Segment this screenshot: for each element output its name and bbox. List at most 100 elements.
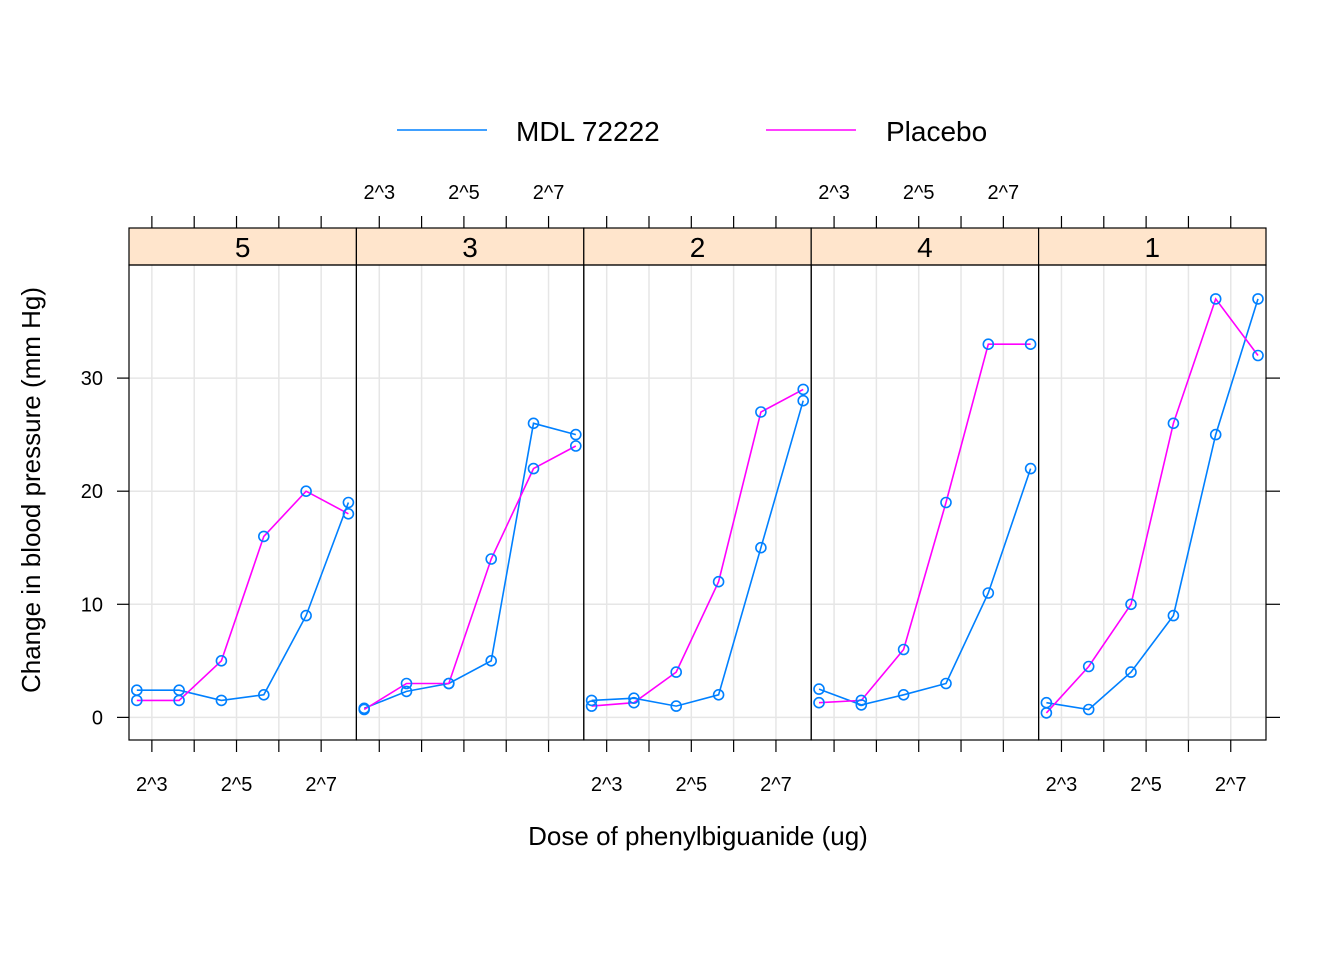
panel-frame-5 [128, 264, 357, 741]
data-point-mdl-72222 [813, 683, 825, 695]
data-point-placebo [712, 575, 725, 588]
series-line-placebo-panel-4 [818, 343, 1031, 704]
y-tick-label: 0 [92, 707, 103, 729]
series-line-placebo-panel-1 [1045, 297, 1259, 714]
axis-layer: 2^3 2^5 2^7 2^3 2^5 2^7 2^3 2^5 2^7 2^3 2^5 2^7 2^3 2… [81, 182, 1280, 796]
strip-label-4: 4 [917, 232, 933, 263]
x-tick-label: 2^3 [818, 182, 850, 204]
data-point-placebo [813, 696, 825, 709]
data-point-mdl-72222 [342, 496, 355, 509]
data-point-placebo [940, 496, 952, 509]
data-point-placebo [1209, 293, 1222, 305]
data-point-placebo [527, 462, 540, 475]
data-point-placebo [585, 700, 598, 712]
x-tick-label: 2^3 [363, 182, 395, 204]
data-point-placebo [755, 406, 767, 418]
data-point-mdl-72222 [940, 677, 952, 690]
x-tick-label: 2^3 [136, 774, 168, 796]
data-point-placebo [569, 440, 582, 452]
x-axis-title: Dose of phenylbiguanide (ug) [528, 821, 868, 851]
frame-layer: 5 3 2 4 1 [128, 227, 1267, 741]
series-line-mdl-72222-panel-4 [818, 468, 1032, 706]
x-tick-label: 2^3 [591, 774, 623, 796]
x-tick-label: 2^5 [448, 182, 480, 204]
data-point-placebo [215, 654, 228, 667]
strip-1 [1037, 227, 1267, 266]
legend-label-mdl-72222: MDL 72222 [516, 116, 660, 147]
data-point-placebo [342, 507, 355, 520]
data-point-placebo [358, 703, 371, 716]
legend: MDL 72222 Placebo [397, 116, 987, 147]
data-point-placebo [131, 694, 143, 707]
data-point-placebo [1252, 349, 1264, 362]
strip-3 [355, 227, 585, 266]
y-tick-label: 30 [81, 368, 103, 390]
data-point-mdl-72222 [585, 694, 598, 707]
data-point-mdl-72222 [300, 609, 312, 622]
x-tick-label: 2^5 [903, 182, 935, 204]
data-point-mdl-72222 [897, 688, 910, 701]
x-tick-label: 2^5 [221, 774, 253, 796]
series-line-mdl-72222-panel-5 [136, 502, 350, 702]
strip-label-3: 3 [462, 232, 478, 263]
y-axis-title: Change in blood pressure (mm Hg) [16, 287, 46, 693]
data-point-placebo [173, 694, 185, 707]
strip-4 [810, 227, 1040, 266]
series-line-mdl-72222-panel-3 [363, 422, 577, 710]
grid-layer [129, 265, 1266, 740]
data-point-mdl-72222 [1252, 293, 1264, 305]
data-point-mdl-72222 [257, 688, 270, 701]
x-tick-label: 2^7 [760, 774, 792, 796]
data-point-placebo [1125, 598, 1137, 611]
data-point-placebo [1040, 707, 1053, 719]
data-point-mdl-72222 [1082, 703, 1095, 716]
strip-2 [583, 227, 812, 266]
data-point-mdl-72222 [628, 692, 640, 705]
data-point-mdl-72222 [215, 694, 228, 707]
data-point-mdl-72222 [670, 700, 683, 712]
legend-label-placebo: Placebo [886, 116, 987, 147]
data-point-mdl-72222 [569, 428, 582, 441]
data-point-mdl-72222 [1125, 666, 1137, 678]
data-point-placebo [485, 553, 498, 565]
data-point-placebo [855, 694, 868, 707]
data-point-placebo [797, 383, 810, 396]
strip-5 [128, 227, 357, 266]
series-line-placebo-panel-2 [591, 388, 804, 707]
x-tick-label: 2^5 [1130, 774, 1162, 796]
x-tick-label: 2^7 [988, 182, 1020, 204]
data-point-placebo [300, 485, 312, 498]
panel-frame-3 [355, 264, 585, 741]
data-point-placebo [1082, 660, 1095, 673]
panel-frame-4 [810, 264, 1040, 741]
series-line-placebo-panel-5 [136, 490, 349, 702]
x-tick-label: 2^7 [533, 182, 565, 204]
data-point-mdl-72222 [982, 587, 995, 599]
data-point-mdl-72222 [855, 699, 868, 711]
panel-frame-1 [1037, 264, 1267, 741]
y-tick-label: 20 [81, 481, 103, 503]
data-point-placebo [442, 677, 455, 690]
data-point-placebo [897, 643, 910, 656]
data-point-mdl-72222 [797, 394, 810, 407]
series-line-placebo-panel-3 [363, 445, 577, 711]
data-point-mdl-72222 [485, 654, 498, 667]
data-point-placebo [628, 696, 640, 709]
data-point-placebo [1167, 417, 1180, 430]
series-line-mdl-72222-panel-2 [591, 400, 804, 707]
data-point-mdl-72222 [400, 685, 413, 698]
strip-label-2: 2 [690, 232, 706, 263]
series-line-mdl-72222-panel-1 [1046, 298, 1259, 711]
y-tick-label: 10 [81, 594, 103, 616]
data-point-mdl-72222 [1167, 609, 1180, 622]
data-point-mdl-72222 [1209, 428, 1222, 441]
x-tick-label: 2^3 [1046, 774, 1078, 796]
data-point-placebo [1024, 338, 1037, 351]
x-tick-label: 2^7 [305, 774, 337, 796]
data-point-placebo [982, 338, 995, 351]
data-point-mdl-72222 [527, 417, 540, 430]
x-tick-label: 2^5 [675, 774, 707, 796]
data-point-placebo [670, 666, 683, 678]
panel-frame-2 [583, 264, 812, 741]
